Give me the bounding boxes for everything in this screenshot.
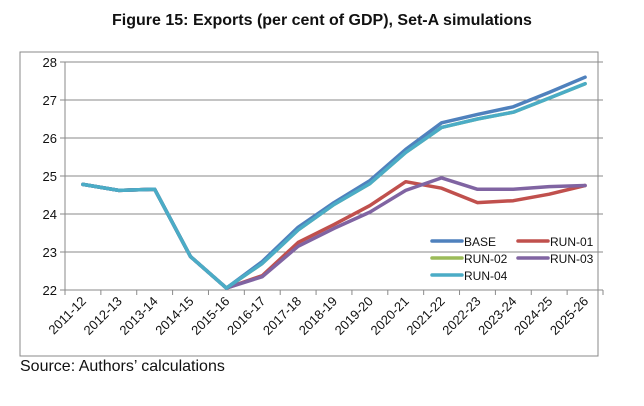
x-tick-label: 2016-17 <box>224 294 268 338</box>
x-tick-label: 2011-12 <box>45 294 89 338</box>
legend-item: RUN-04 <box>430 269 508 283</box>
x-tick-label: 2021-22 <box>403 294 447 338</box>
x-tick-label: 2014-15 <box>152 294 196 338</box>
y-tick-label: 24 <box>43 207 57 222</box>
source-note: Source: Authors’ calculations <box>20 358 225 375</box>
y-tick-label: 22 <box>43 283 57 298</box>
legend-label: RUN-01 <box>550 235 594 249</box>
x-tick-label: 2025-26 <box>547 294 591 338</box>
x-tick-label: 2017-18 <box>260 294 304 338</box>
legend-label: RUN-04 <box>464 269 508 283</box>
legend-item: RUN-02 <box>430 252 508 266</box>
chart-title: Figure 15: Exports (per cent of GDP), Se… <box>112 12 532 29</box>
x-tick-label: 2019-20 <box>332 294 376 338</box>
x-tick-label: 2024-25 <box>511 294 555 338</box>
y-tick-label: 28 <box>43 55 57 70</box>
legend-item: BASE <box>430 235 496 249</box>
x-tick-label: 2015-16 <box>188 294 232 338</box>
legend-label: RUN-02 <box>464 252 508 266</box>
x-tick-label: 2012-13 <box>81 294 125 338</box>
series-line-base <box>81 75 587 290</box>
x-tick-label: 2023-24 <box>475 294 519 338</box>
legend-item: RUN-01 <box>516 235 594 249</box>
series-line-run-04 <box>81 81 587 290</box>
y-tick-label: 26 <box>43 131 57 146</box>
x-tick-label: 2020-21 <box>368 294 412 338</box>
x-tick-label: 2022-23 <box>439 294 483 338</box>
y-tick-label: 27 <box>43 93 57 108</box>
y-tick-label: 25 <box>43 169 57 184</box>
legend-label: BASE <box>464 235 496 249</box>
x-tick-label: 2013-14 <box>116 294 160 338</box>
x-tick-label: 2018-19 <box>296 294 340 338</box>
legend-label: RUN-03 <box>550 252 594 266</box>
y-tick-label: 23 <box>43 245 57 260</box>
chart-frame <box>19 51 599 357</box>
legend-item: RUN-03 <box>516 252 594 266</box>
